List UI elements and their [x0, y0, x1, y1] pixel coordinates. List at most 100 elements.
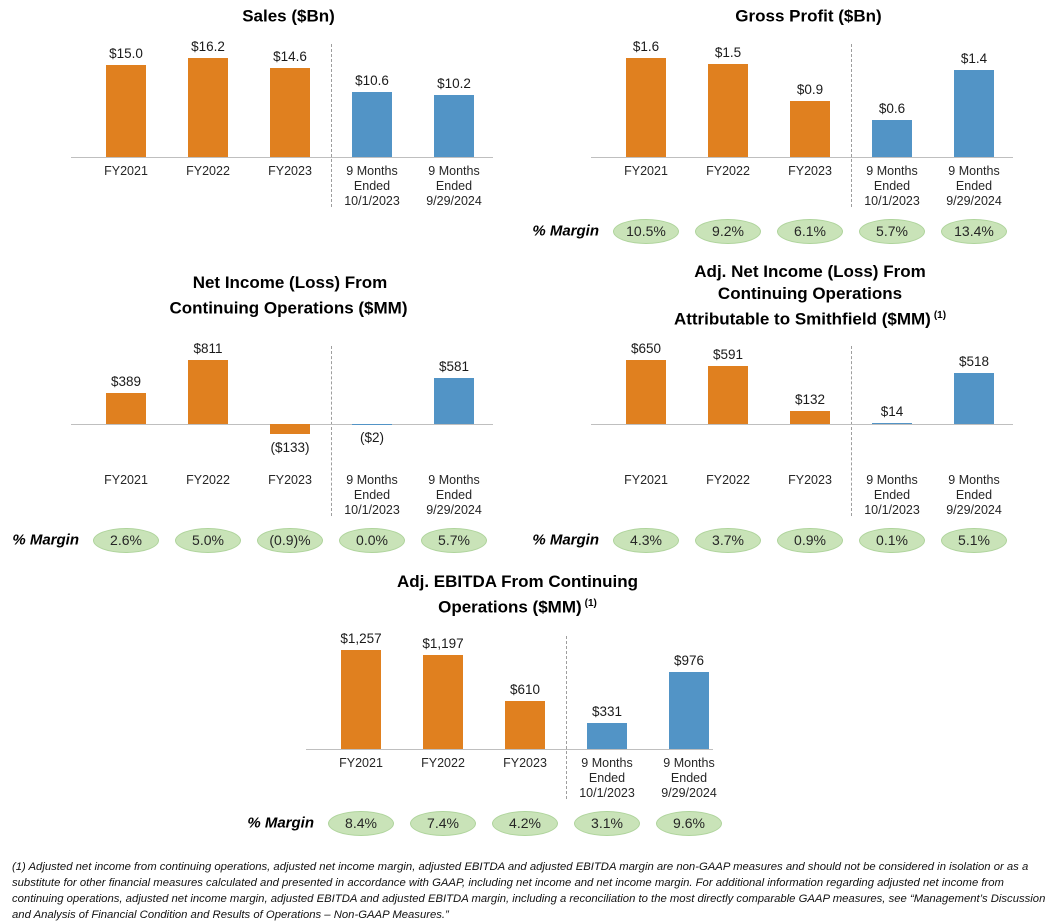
bar	[669, 672, 709, 749]
chart-title-text: Adj. EBITDA From Continuing Operations (…	[320, 571, 715, 619]
bar	[341, 650, 381, 749]
category-label: FY2022	[687, 473, 769, 518]
bar-value-label: $591	[677, 347, 779, 363]
bar-column: $0.6	[851, 32, 933, 157]
bar-column: $1,257	[320, 624, 402, 749]
sales-chart: Sales ($Bn) $15.0$16.2$14.6$10.6$10.2 FY…	[35, 2, 495, 209]
category-label: FY2021	[320, 756, 402, 801]
margin-badge-cell: 0.0%	[331, 528, 413, 553]
chart-title-text: Adj. Net Income (Loss) From Continuing O…	[605, 261, 1015, 331]
category-label: 9 Months Ended 10/1/2023	[331, 164, 413, 209]
bar	[954, 373, 994, 424]
margin-row-label: % Margin	[12, 532, 79, 549]
bar	[106, 65, 146, 157]
bar-column: $1.5	[687, 32, 769, 157]
margin-badge: 5.0%	[175, 528, 241, 553]
margin-badge: 7.4%	[410, 811, 476, 836]
margin-badge-cell: 8.4%	[320, 811, 402, 836]
bar-value-label: $14.6	[239, 49, 341, 65]
bar	[106, 393, 146, 424]
margin-badges: 10.5%9.2%6.1%5.7%13.4%	[605, 219, 1015, 244]
bar	[423, 655, 463, 749]
margin-badge-cell: 10.5%	[605, 219, 687, 244]
bar-value-label: $1.4	[923, 51, 1025, 67]
margin-badge-cell: 2.6%	[85, 528, 167, 553]
bar	[270, 424, 310, 434]
margin-badge: 0.1%	[859, 528, 925, 553]
bar-value-label: $0.9	[759, 82, 861, 98]
margin-badge-cell: 5.0%	[167, 528, 249, 553]
bar-column: $1,197	[402, 624, 484, 749]
category-label: 9 Months Ended 10/1/2023	[851, 473, 933, 518]
margin-badge: 13.4%	[941, 219, 1007, 244]
bar-column: $976	[648, 624, 730, 749]
bar-value-label: $0.6	[841, 101, 943, 117]
x-axis-line	[306, 749, 713, 750]
bar-column: $811	[167, 334, 249, 466]
margin-badge-cell: 6.1%	[769, 219, 851, 244]
category-label: FY2023	[769, 473, 851, 518]
margin-row: % Margin 8.4%7.4%4.2%3.1%9.6%	[245, 811, 715, 835]
chart-title: Adj. Net Income (Loss) From Continuing O…	[530, 262, 1015, 330]
margin-row: % Margin 10.5%9.2%6.1%5.7%13.4%	[545, 219, 1015, 243]
margin-row: % Margin 2.6% 5.0% (0.9)%0.0%5.7%	[10, 528, 495, 552]
category-label: 9 Months Ended 9/29/2024	[933, 164, 1015, 209]
category-label: 9 Months Ended 9/29/2024	[413, 164, 495, 209]
chart-title-text: Gross Profit ($Bn)	[605, 2, 1015, 28]
bar	[708, 64, 748, 157]
margin-row-label: % Margin	[532, 223, 599, 240]
bar-column: $1.4	[933, 32, 1015, 157]
category-label: FY2022	[167, 473, 249, 518]
bar-column: $581	[413, 334, 495, 466]
bar-column: $591	[687, 334, 769, 466]
margin-badge-cell: 7.4%	[402, 811, 484, 836]
bar-value-label: $610	[474, 682, 576, 698]
chart-title-text: Sales ($Bn)	[85, 2, 495, 28]
footnote-marker: (1)	[934, 310, 946, 321]
bar	[188, 360, 228, 424]
bar-column: $0.9	[769, 32, 851, 157]
category-label: FY2022	[402, 756, 484, 801]
bar	[505, 701, 545, 749]
bar	[872, 423, 912, 424]
bar-value-label: $10.2	[403, 76, 505, 92]
bar-column: $331	[566, 624, 648, 749]
margin-badge-cell: 9.2%	[687, 219, 769, 244]
bar-column: $10.6	[331, 32, 413, 157]
margin-badge: 8.4%	[328, 811, 394, 836]
margin-badge-cell: 5.7%	[413, 528, 495, 553]
margin-badge-cell: 9.6%	[648, 811, 730, 836]
category-label: FY2023	[769, 164, 851, 209]
category-label: FY2022	[167, 164, 249, 209]
bar-value-label: $1,197	[392, 636, 494, 652]
category-label: FY2023	[249, 164, 331, 209]
category-label: FY2021	[85, 164, 167, 209]
margin-badge-cell: (0.9)%	[249, 528, 331, 553]
margin-badge: 4.2%	[492, 811, 558, 836]
margin-badge: 9.6%	[656, 811, 722, 836]
margin-badge: 4.3%	[613, 528, 679, 553]
margin-badge-cell: 3.1%	[566, 811, 648, 836]
bar	[270, 68, 310, 157]
margin-row-label: % Margin	[247, 815, 314, 832]
bar-column: $16.2	[167, 32, 249, 157]
bars-region: $1,257$1,197$610$331$976	[320, 624, 715, 749]
category-label: 9 Months Ended 9/29/2024	[648, 756, 730, 801]
chart-title: Adj. EBITDA From Continuing Operations (…	[245, 570, 715, 620]
category-label: 9 Months Ended 10/1/2023	[331, 473, 413, 518]
bar-column: $650	[605, 334, 687, 466]
bar-column: $14	[851, 334, 933, 466]
margin-badge: 10.5%	[613, 219, 679, 244]
margin-badge: 3.7%	[695, 528, 761, 553]
bar-value-label: ($2)	[321, 430, 423, 446]
bar	[872, 120, 912, 157]
margin-badge: 9.2%	[695, 219, 761, 244]
net-income-chart: Net Income (Loss) From Continuing Operat…	[10, 262, 495, 552]
chart-title: Gross Profit ($Bn)	[545, 2, 1015, 28]
